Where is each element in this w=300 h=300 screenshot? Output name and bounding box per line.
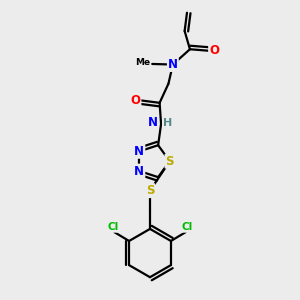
Text: N: N	[134, 165, 144, 178]
Text: N: N	[134, 145, 144, 158]
Text: Cl: Cl	[182, 222, 193, 232]
Text: N: N	[148, 116, 158, 129]
Text: N: N	[168, 58, 178, 71]
Text: S: S	[146, 184, 154, 197]
Text: Me: Me	[135, 58, 150, 67]
Text: O: O	[130, 94, 140, 107]
Text: S: S	[166, 155, 174, 168]
Text: Cl: Cl	[107, 222, 118, 232]
Text: O: O	[209, 44, 219, 57]
Text: H: H	[163, 118, 172, 128]
